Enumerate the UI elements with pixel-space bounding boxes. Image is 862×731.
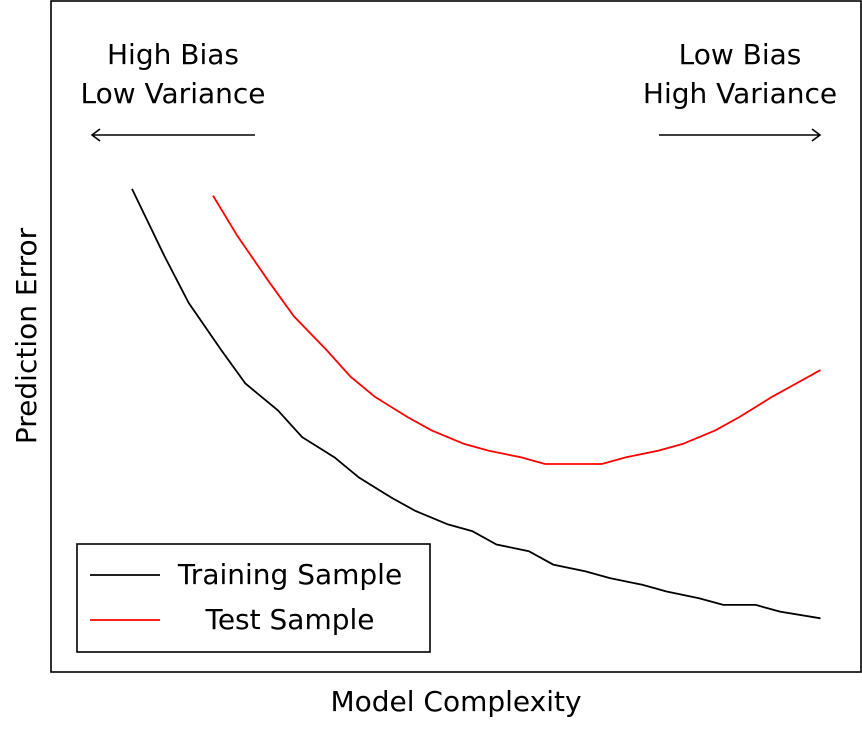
- series-lines: [131, 188, 821, 620]
- annotation-right-line1: Low Bias: [679, 38, 802, 71]
- legend-label-training: Training Sample: [177, 558, 402, 591]
- left-arrow-icon: [90, 128, 255, 142]
- legend: Training Sample Test Sample: [76, 543, 431, 653]
- right-arrow-icon: [659, 128, 822, 142]
- series-line-test-sample: [212, 195, 821, 465]
- y-axis-label: Prediction Error: [10, 227, 43, 444]
- annotation-left-line1: High Bias: [107, 38, 239, 71]
- series-line-training-sample: [131, 188, 821, 620]
- x-axis-label: Model Complexity: [330, 685, 581, 718]
- legend-box: [76, 543, 431, 653]
- legend-label-test: Test Sample: [204, 603, 374, 636]
- annotation-right-line2: High Variance: [643, 77, 837, 110]
- annotation-left-line2: Low Variance: [81, 77, 266, 110]
- plot-frame: [50, 0, 862, 673]
